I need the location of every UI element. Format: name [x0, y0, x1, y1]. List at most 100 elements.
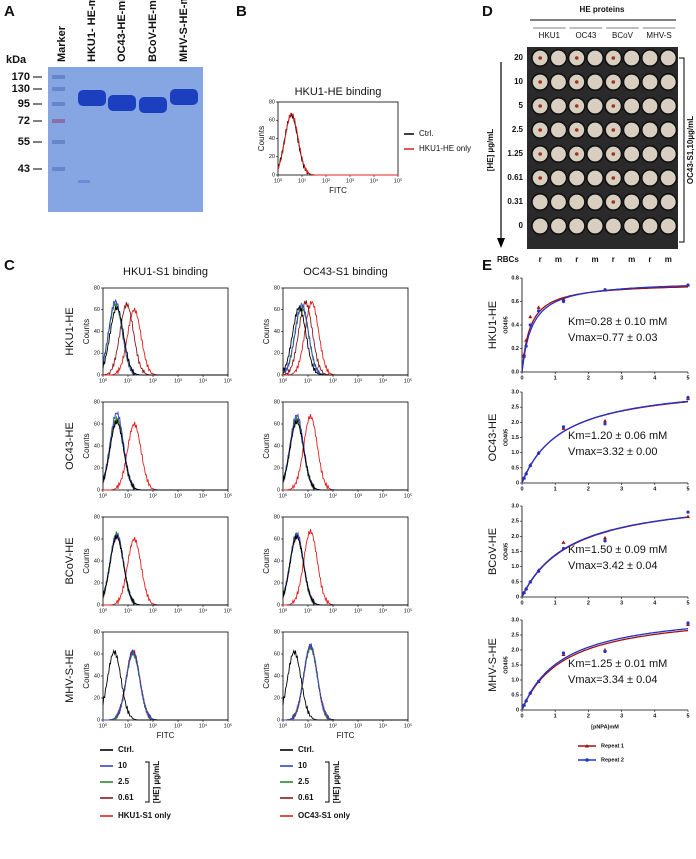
- y-tick-label: 0.0: [511, 369, 519, 375]
- y-tick-label: 0.5: [511, 692, 519, 698]
- y-axis-label: Counts: [82, 319, 91, 344]
- x-tick-label: 1: [554, 375, 557, 381]
- x-tick-label: 10¹: [124, 608, 132, 614]
- point: [561, 651, 566, 655]
- rbc-type: m: [628, 255, 635, 264]
- y-tick-label: 0: [277, 487, 280, 493]
- marker-label: 55: [18, 136, 30, 148]
- well: [659, 121, 678, 140]
- fit-text: Km=1.25 ± 0.01 mM: [568, 658, 667, 670]
- x-tick-label: 5: [686, 713, 689, 719]
- point: [528, 580, 532, 584]
- well: [659, 73, 678, 92]
- side-label: OC43-S1,10µg/mL: [686, 116, 695, 184]
- x-tick-label: 5: [686, 486, 689, 492]
- x-tick-label: 10⁰: [99, 722, 108, 729]
- y-tick-label: 0.6: [511, 299, 519, 305]
- well: [640, 48, 659, 67]
- fit-text: Vmax=3.42 ± 0.04: [568, 560, 658, 572]
- x-tick-label: 10⁰: [279, 492, 288, 499]
- x-tick-label: 10²: [322, 178, 330, 184]
- x-axis-label: FITC: [337, 731, 355, 740]
- y-tick-label: 80: [274, 285, 280, 291]
- y-axis-label: Counts: [262, 319, 271, 344]
- rbc-button: [611, 56, 616, 60]
- panel-label: D: [482, 3, 493, 20]
- y-tick-label: 3.0: [511, 389, 519, 395]
- point: [686, 510, 690, 514]
- well: [549, 73, 568, 92]
- well: [622, 193, 641, 212]
- y-tick-label: 80: [94, 399, 100, 405]
- rbc-button: [574, 152, 579, 156]
- point: [561, 546, 566, 551]
- x-tick-label: 10²: [329, 378, 337, 384]
- x-tick-label: 10¹: [124, 493, 132, 499]
- histogram-curve: [282, 305, 408, 376]
- lane-label: HKU1- HE-mFc: [86, 0, 98, 62]
- x-tick-label: 10⁰: [99, 377, 108, 384]
- rbc-type: m: [555, 255, 562, 264]
- y-tick-label: 60: [274, 421, 280, 427]
- x-tick-label: 10⁴: [379, 607, 388, 614]
- fit-curve: [521, 286, 688, 373]
- point: [524, 472, 528, 476]
- well: [586, 145, 605, 164]
- histogram-curve: [102, 420, 228, 491]
- well: [586, 169, 605, 188]
- x-tick-label: 10⁴: [379, 722, 388, 729]
- histogram-curve: [282, 531, 408, 606]
- row-axis-label: [HE] µg/mL: [486, 129, 495, 171]
- y-tick-label: 0.2: [511, 346, 519, 352]
- fit-text: Vmax=3.34 ± 0.04: [568, 674, 658, 686]
- point: [522, 352, 527, 356]
- rbc-label: RBCs: [497, 255, 519, 264]
- histogram-curve: [277, 112, 398, 176]
- well: [586, 73, 605, 92]
- well: [586, 48, 605, 67]
- x-tick-label: 10³: [354, 608, 362, 614]
- x-tick-label: 10³: [354, 493, 362, 499]
- panel-label: E: [482, 257, 492, 274]
- lane-label: Marker: [56, 25, 68, 62]
- x-tick-label: 0: [520, 713, 523, 719]
- plot-frame: [282, 287, 409, 376]
- x-tick-label: 0: [520, 375, 523, 381]
- legend-label: Repeat 1: [601, 743, 624, 749]
- marker-band: [52, 102, 65, 106]
- x-tick-label: 10⁵: [404, 377, 412, 384]
- y-tick-label: 60: [269, 118, 275, 124]
- lane-label: OC43-HE-mFc: [116, 0, 128, 62]
- x-tick-label: 10⁵: [224, 607, 232, 614]
- plot-title: HKU1-HE binding: [295, 86, 382, 98]
- bracket-label: [HE] µg/mL: [152, 761, 161, 803]
- well: [659, 48, 678, 67]
- x-tick-label: 10¹: [124, 723, 132, 729]
- y-axis-label: Counts: [257, 126, 266, 151]
- y-tick-label: 20: [94, 695, 100, 701]
- rbc-button: [611, 152, 616, 156]
- x-tick-label: 10²: [149, 608, 157, 614]
- row-label: 1.25: [507, 149, 523, 158]
- y-tick-label: 60: [274, 307, 280, 313]
- y-tick-label: 2.0: [511, 420, 519, 426]
- legend-label: HKU1-HE only: [419, 144, 471, 153]
- x-tick-label: 10³: [354, 378, 362, 384]
- point: [522, 476, 526, 480]
- legend-label: 10: [118, 761, 127, 770]
- point: [522, 703, 526, 707]
- rbc-button: [538, 56, 542, 60]
- x-tick-label: 10⁴: [379, 377, 388, 384]
- y-axis-label: Counts: [82, 663, 91, 688]
- marker-label: 130: [12, 83, 30, 95]
- well: [531, 217, 550, 236]
- x-tick-label: 10³: [354, 723, 362, 729]
- y-tick-label: 2.5: [511, 519, 519, 525]
- row-label: 0.61: [507, 173, 523, 182]
- well: [549, 217, 568, 236]
- x-tick-label: 10⁴: [199, 377, 208, 384]
- bracket: [679, 57, 685, 243]
- marker-band: [52, 140, 65, 144]
- y-tick-label: 40: [94, 329, 100, 335]
- x-tick-label: 3: [620, 375, 623, 381]
